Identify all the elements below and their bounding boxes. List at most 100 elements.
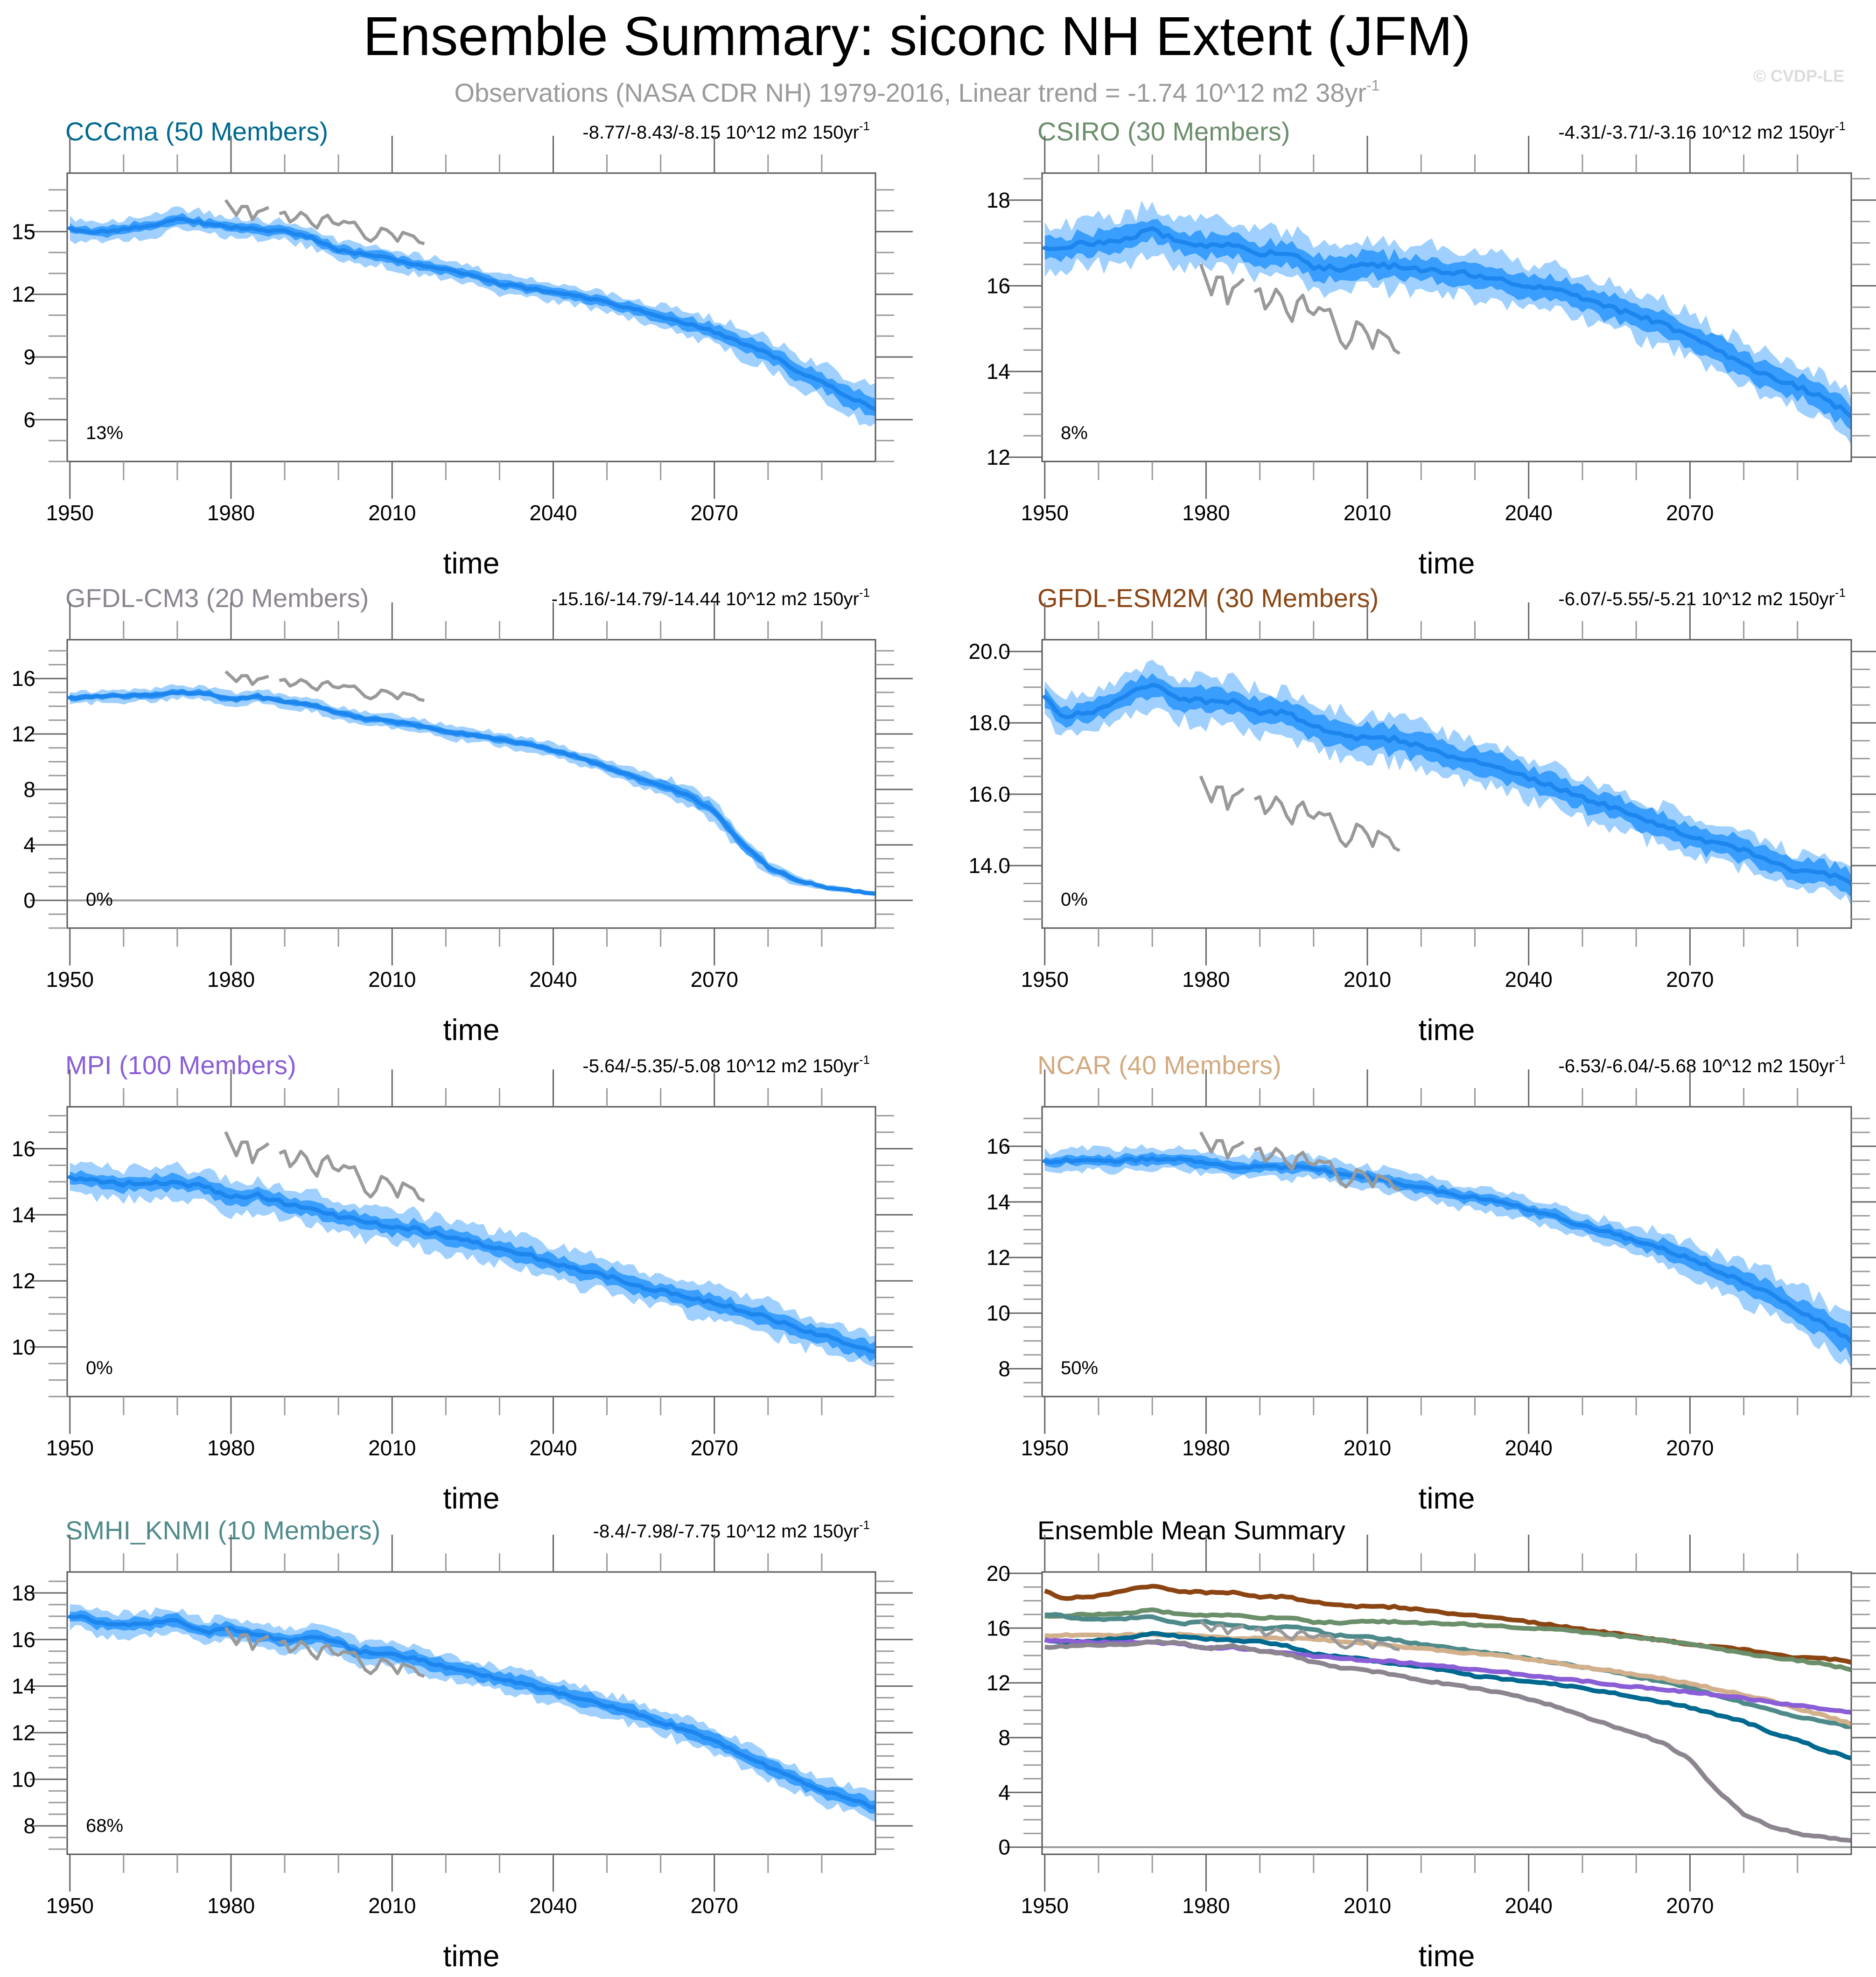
trend-superscript: -1	[1835, 119, 1846, 133]
y-tick-label: 14	[987, 359, 1010, 384]
x-axis-title: time	[443, 546, 500, 580]
observations-line	[1253, 287, 1401, 355]
percent-within-spread-label: 0%	[86, 889, 113, 910]
ensemble-mean-line	[1043, 683, 1851, 886]
y-tick-label: 0	[23, 888, 35, 913]
x-axis-title: time	[1419, 546, 1475, 580]
x-tick-label: 2010	[368, 1436, 416, 1460]
x-tick-label: 2070	[691, 1436, 738, 1460]
plot-area	[68, 199, 875, 427]
x-tick-label: 1950	[46, 501, 94, 525]
panel-title: CSIRO (30 Members)	[1037, 117, 1290, 146]
inner-spread-band	[70, 213, 875, 416]
y-tick-label: 10	[987, 1301, 1010, 1325]
x-tick-label: 2070	[691, 1893, 738, 1918]
y-tick-label: 18	[12, 1581, 35, 1605]
outer-spread-band	[70, 1604, 875, 1822]
plot-frame	[1041, 172, 1852, 462]
x-tick-label: 1950	[46, 967, 94, 992]
x-tick-label: 1980	[1182, 1893, 1230, 1918]
x-tick-label: 1980	[1182, 1436, 1230, 1460]
panel-title: CCCma (50 Members)	[65, 117, 328, 146]
y-tick-label: 14	[987, 1190, 1010, 1214]
x-tick-label: 1950	[1021, 1893, 1069, 1918]
x-tick-label: 2040	[529, 967, 577, 992]
y-tick-label: 6	[23, 407, 35, 432]
inner-spread-band	[70, 1170, 875, 1362]
plot-frame	[1041, 1106, 1852, 1397]
y-tick-label: 14.0	[968, 853, 1010, 878]
trend-text: -6.07/-5.55/-5.21 10^12 m2 150yr	[1558, 589, 1834, 609]
trend-superscript: -1	[859, 586, 870, 600]
summary-line-gfdl-cm3	[1044, 1639, 1851, 1843]
observations-line	[224, 1627, 270, 1651]
x-tick-label: 2010	[1344, 1436, 1391, 1460]
y-tick-label: 20.0	[968, 639, 1010, 664]
plot-frame	[1041, 1571, 1852, 1855]
y-tick-label: 12	[12, 1269, 35, 1293]
percent-within-spread-label: 68%	[86, 1816, 123, 1836]
x-tick-label: 1950	[1021, 967, 1069, 992]
trend-label: -8.4/-7.98/-7.75 10^12 m2 150yr-1	[593, 1518, 870, 1542]
y-tick-label: 8	[23, 777, 35, 802]
x-tick-label: 1950	[1021, 1436, 1069, 1460]
x-tick-label: 2040	[1505, 501, 1553, 525]
x-tick-label: 2040	[529, 501, 577, 525]
observations-line	[224, 199, 270, 221]
x-tick-label: 1980	[207, 501, 255, 525]
x-axis-title: time	[1419, 1013, 1475, 1047]
y-tick-label: 16	[12, 1137, 35, 1161]
x-axis-title: time	[443, 1481, 500, 1515]
ensemble-mean-line	[68, 1175, 875, 1354]
x-tick-label: 1980	[207, 1436, 255, 1460]
y-tick-label: 16.0	[968, 782, 1010, 806]
trend-superscript: -1	[1835, 586, 1846, 600]
y-tick-label: 10	[12, 1767, 35, 1791]
x-tick-label: 2040	[1505, 1436, 1553, 1460]
trend-label: -4.31/-3.71/-3.16 10^12 m2 150yr-1	[1558, 119, 1846, 143]
y-tick-label: 4	[998, 1780, 1010, 1804]
trend-text: -15.16/-14.79/-14.44 10^12 m2 150yr	[552, 589, 859, 609]
plot-area	[1043, 659, 1851, 907]
trend-text: -8.77/-8.43/-8.15 10^12 m2 150yr	[582, 122, 859, 143]
summary-line-csiro	[1044, 1607, 1851, 1672]
y-tick-label: 8	[998, 1726, 1010, 1750]
observations-line	[1199, 1131, 1245, 1160]
trend-label: -6.53/-6.04/-5.68 10^12 m2 150yr-1	[1558, 1053, 1846, 1076]
y-tick-label: 12	[987, 445, 1010, 469]
x-tick-label: 2010	[368, 501, 416, 525]
x-tick-label: 2010	[368, 1893, 416, 1918]
y-tick-label: 16	[987, 1134, 1010, 1159]
percent-within-spread-label: 13%	[86, 423, 123, 443]
trend-label: -8.77/-8.43/-8.15 10^12 m2 150yr-1	[582, 119, 870, 143]
x-tick-label: 2070	[1666, 1436, 1714, 1460]
plot-area	[68, 1604, 875, 1822]
panel-title: GFDL-ESM2M (30 Members)	[1037, 583, 1379, 613]
observations-line	[1199, 775, 1245, 811]
trend-superscript: -1	[859, 1518, 870, 1532]
x-tick-label: 2040	[1505, 1893, 1553, 1918]
x-tick-label: 2070	[691, 967, 738, 992]
observations-line	[224, 670, 269, 686]
outer-spread-band	[70, 684, 875, 896]
percent-within-spread-label: 50%	[1061, 1358, 1098, 1378]
trend-label: -6.07/-5.55/-5.21 10^12 m2 150yr-1	[1558, 586, 1846, 609]
watermark: © CVDP-LE	[1753, 66, 1844, 85]
plot-area	[67, 670, 875, 901]
trend-text: -6.53/-6.04/-5.68 10^12 m2 150yr	[1558, 1056, 1834, 1076]
trend-label: -5.64/-5.35/-5.08 10^12 m2 150yr-1	[582, 1053, 870, 1076]
plot-area	[1043, 1131, 1851, 1369]
panel-title: SMHI_KNMI (10 Members)	[65, 1516, 380, 1545]
x-tick-label: 2010	[1344, 967, 1391, 992]
x-tick-label: 2070	[1666, 501, 1714, 525]
plot-frame	[1041, 639, 1852, 929]
ensemble-mean-line	[68, 217, 875, 412]
y-tick-label: 18	[987, 188, 1010, 212]
y-tick-label: 16	[12, 666, 35, 691]
x-tick-label: 2070	[1666, 967, 1714, 992]
observations-line	[279, 210, 425, 245]
panel-csiro: CSIRO (30 Members) -4.31/-3.71/-3.16 10^1…	[987, 117, 1876, 580]
x-tick-label: 2070	[691, 501, 738, 525]
x-tick-label: 2070	[1666, 1893, 1714, 1918]
